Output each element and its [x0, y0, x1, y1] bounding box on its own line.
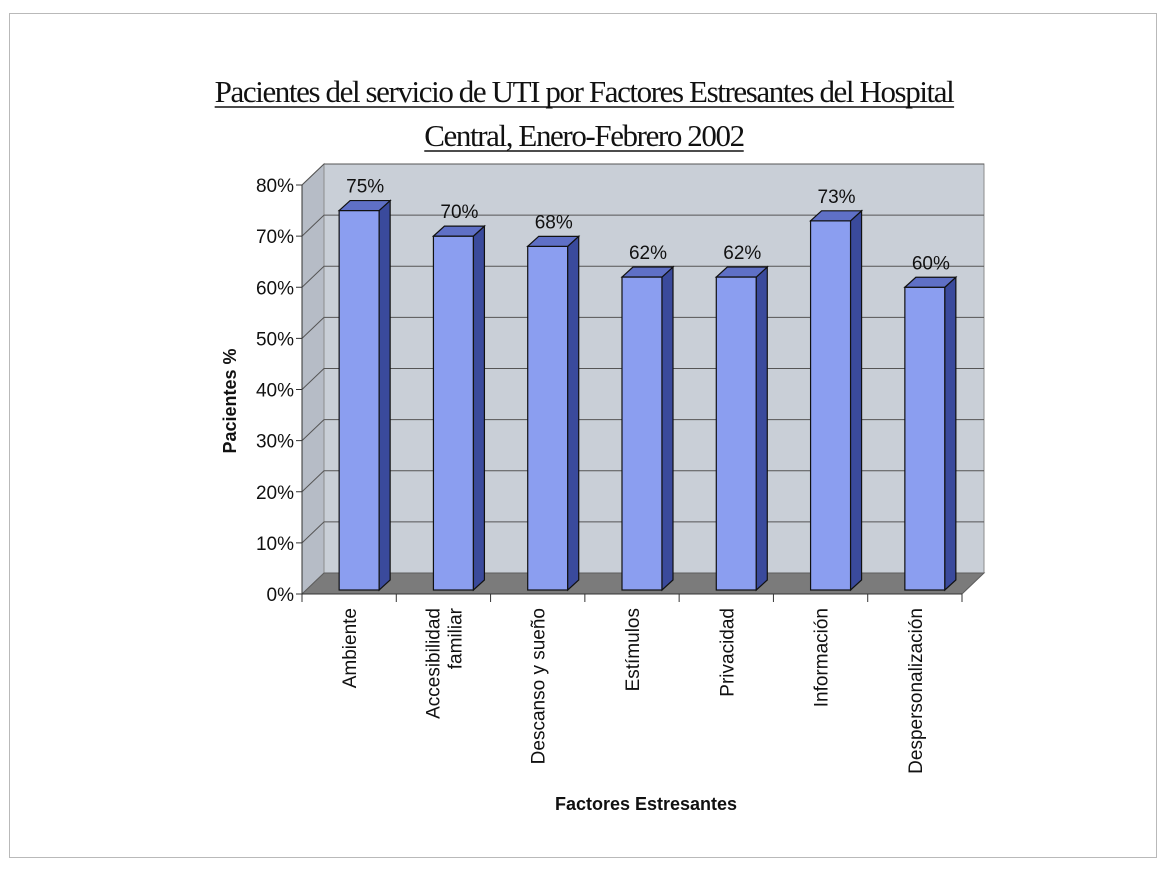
bar-top — [620, 266, 675, 278]
category-label-line: Información — [812, 608, 833, 707]
bars — [337, 199, 958, 592]
chart-title-line-2: Central, Enero-Febrero 2002 — [424, 118, 743, 153]
bar-5 — [714, 265, 769, 592]
x-axis-title: Factores Estresantes — [555, 794, 737, 814]
y-tick-label: 50% — [256, 329, 294, 350]
data-labels: 75% 70% 68% 62% 62% 73% 60% — [346, 177, 950, 275]
bar-front — [621, 276, 663, 591]
bar-side — [661, 265, 674, 592]
gridline — [301, 265, 984, 288]
data-label: 60% — [912, 253, 950, 274]
bar-chart: Pacientes del servicio de UTI por Factor… — [214, 74, 986, 814]
y-tick-label: 20% — [256, 483, 294, 504]
bar-side — [849, 209, 863, 592]
bar-2 — [431, 224, 486, 592]
y-axis-title: Pacientes % — [220, 348, 240, 453]
data-label: 62% — [629, 243, 667, 264]
bar-front — [527, 245, 569, 591]
bar-3 — [526, 234, 581, 592]
bar-1 — [337, 199, 392, 592]
category-label-line: Ambiente — [340, 608, 361, 688]
gridline — [301, 214, 984, 237]
category-label: Descanso y sueño — [529, 608, 550, 764]
category-label: Despersonalización — [906, 608, 927, 774]
category-label: Ambiente — [340, 608, 361, 688]
bar-front — [715, 276, 757, 591]
data-label: 62% — [723, 243, 761, 264]
data-label: 75% — [346, 177, 384, 198]
gridline — [301, 163, 984, 186]
data-label: 68% — [535, 212, 573, 233]
category-label: Privacidad — [717, 608, 738, 697]
category-labels: Ambiente Accesibilidad familiar Descanso y … — [340, 607, 927, 773]
y-tick-label: 70% — [256, 227, 294, 248]
bar-front — [432, 235, 475, 591]
category-label-line: Estímulos — [623, 608, 644, 691]
y-tick-label: 40% — [256, 381, 294, 402]
bar-side — [472, 224, 486, 592]
bar-top — [526, 235, 581, 247]
bar-side — [378, 199, 391, 592]
bar-top — [431, 225, 486, 237]
bar-front — [809, 220, 852, 591]
bar-top — [714, 266, 769, 278]
bar-top — [809, 210, 864, 222]
axes: 0% 10% 20% 30% 40% 50% 60% 70% 80% — [256, 176, 963, 606]
y-tick-label: 30% — [256, 432, 294, 453]
category-label: Estímulos — [623, 608, 644, 691]
bar-7 — [903, 275, 958, 592]
y-tick-label: 60% — [256, 278, 294, 299]
category-label: Accesibilidad familiar — [423, 607, 466, 719]
bar-6 — [809, 209, 864, 592]
data-label: 70% — [440, 202, 478, 223]
category-label-line: Privacidad — [717, 608, 738, 697]
chart-title: Pacientes del servicio de UTI por Factor… — [214, 74, 956, 153]
bar-side — [567, 234, 580, 592]
y-tick-label: 10% — [256, 534, 294, 555]
category-label-line: Despersonalización — [906, 608, 927, 774]
y-tick-label: 0% — [267, 585, 295, 606]
bar-side — [755, 265, 768, 592]
bar-top — [337, 199, 392, 212]
chart-frame: Pacientes del servicio de UTI por Factor… — [9, 13, 1157, 858]
data-label: 73% — [818, 187, 856, 208]
category-label: Información — [812, 608, 833, 707]
category-label-line: familiar — [445, 607, 466, 669]
category-label-line: Descanso y sueño — [529, 608, 550, 764]
bar-front — [904, 286, 946, 591]
bar-top — [903, 276, 958, 288]
bar-front — [338, 209, 380, 591]
bar-side — [944, 275, 957, 592]
chart-title-line-1: Pacientes del servicio de UTI por Factor… — [215, 74, 954, 109]
bar-4 — [620, 265, 675, 592]
category-label-line: Accesibilidad — [423, 608, 444, 719]
y-tick-label: 80% — [256, 176, 294, 197]
